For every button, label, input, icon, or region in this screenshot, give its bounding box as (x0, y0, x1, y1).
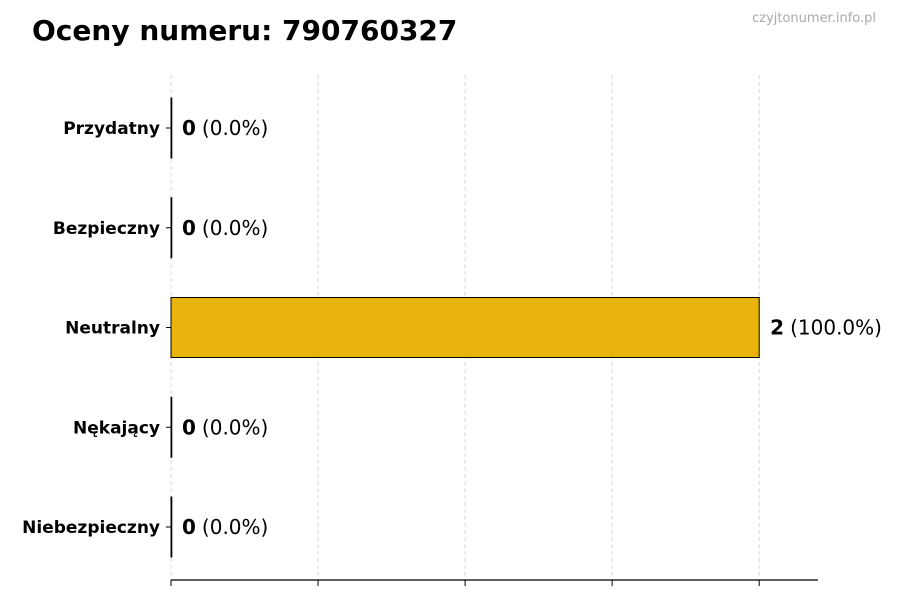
value-percent: (0.0%) (202, 415, 268, 439)
category-label: Bezpieczny (53, 219, 160, 239)
value-count: 0 (182, 515, 196, 539)
category-label: Niebezpieczny (22, 518, 160, 538)
value-count: 2 (770, 316, 784, 340)
category-label: Nękający (73, 418, 160, 438)
value-percent: (0.0%) (202, 515, 268, 539)
value-label: 0 (0.0%) (182, 216, 268, 240)
bar-nękający (170, 396, 173, 458)
watermark: czyjtonumer.info.pl (752, 11, 876, 26)
value-percent: (0.0%) (202, 116, 268, 140)
value-count: 0 (182, 415, 196, 439)
bar-niebezpieczny (170, 496, 173, 558)
bar-neutralny (170, 297, 760, 358)
bar-przydatny (170, 97, 173, 159)
category-label: Przydatny (63, 119, 160, 139)
value-label: 0 (0.0%) (182, 515, 268, 539)
value-count: 0 (182, 216, 196, 240)
category-label: Neutralny (65, 319, 160, 339)
value-label: 0 (0.0%) (182, 415, 268, 439)
value-percent: (0.0%) (202, 216, 268, 240)
value-label: 2 (100.0%) (770, 316, 882, 340)
value-count: 0 (182, 116, 196, 140)
value-label: 0 (0.0%) (182, 116, 268, 140)
chart-title: Oceny numeru: 790760327 (32, 14, 457, 47)
bar-bezpieczny (170, 197, 173, 259)
value-percent: (100.0%) (790, 316, 882, 340)
